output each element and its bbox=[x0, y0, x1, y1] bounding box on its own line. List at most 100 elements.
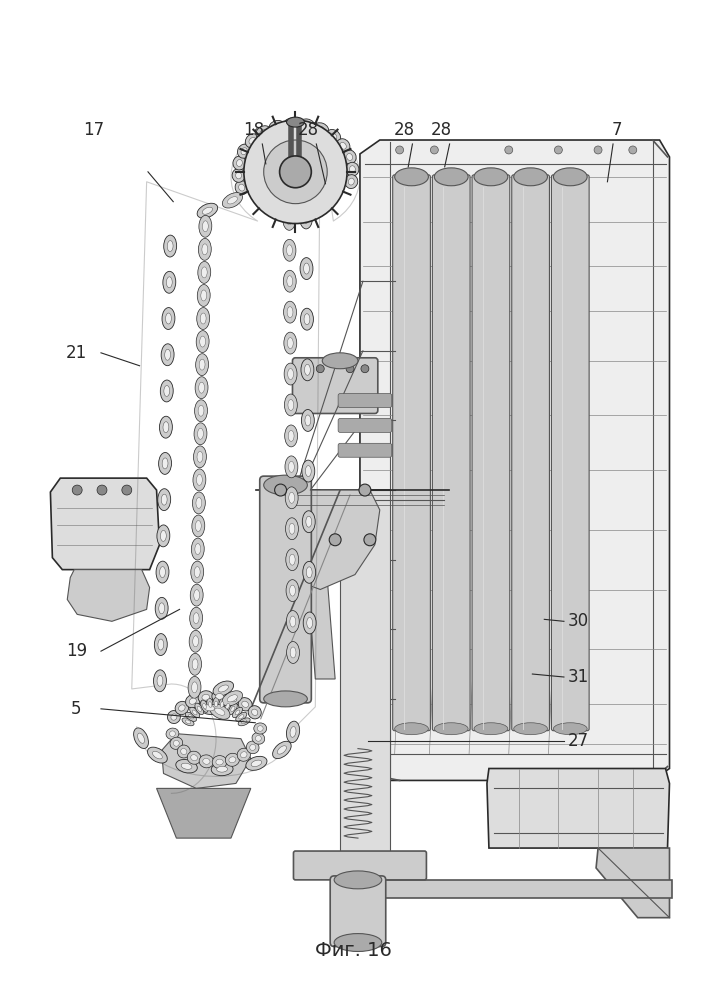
Ellipse shape bbox=[212, 690, 227, 703]
Ellipse shape bbox=[235, 712, 247, 721]
Ellipse shape bbox=[157, 675, 163, 686]
Ellipse shape bbox=[264, 691, 308, 707]
Ellipse shape bbox=[395, 168, 428, 186]
Ellipse shape bbox=[160, 416, 173, 438]
Ellipse shape bbox=[263, 144, 272, 155]
Circle shape bbox=[396, 146, 404, 154]
Ellipse shape bbox=[307, 617, 312, 628]
Ellipse shape bbox=[232, 169, 245, 182]
Circle shape bbox=[97, 485, 107, 495]
Ellipse shape bbox=[252, 179, 264, 187]
Ellipse shape bbox=[249, 170, 262, 176]
Ellipse shape bbox=[168, 711, 180, 724]
Ellipse shape bbox=[250, 159, 263, 167]
Ellipse shape bbox=[332, 161, 337, 165]
Ellipse shape bbox=[288, 135, 296, 148]
Ellipse shape bbox=[316, 144, 320, 149]
Ellipse shape bbox=[288, 461, 294, 472]
Ellipse shape bbox=[242, 701, 249, 707]
Ellipse shape bbox=[163, 422, 169, 433]
Ellipse shape bbox=[319, 156, 337, 174]
Ellipse shape bbox=[264, 475, 308, 495]
Ellipse shape bbox=[227, 695, 238, 702]
Ellipse shape bbox=[288, 338, 293, 349]
Ellipse shape bbox=[197, 428, 204, 439]
Circle shape bbox=[122, 485, 132, 495]
Ellipse shape bbox=[166, 728, 179, 739]
Ellipse shape bbox=[158, 489, 170, 511]
Ellipse shape bbox=[254, 723, 267, 734]
Ellipse shape bbox=[301, 155, 319, 173]
Ellipse shape bbox=[288, 400, 294, 410]
Ellipse shape bbox=[250, 744, 256, 750]
Ellipse shape bbox=[290, 138, 294, 144]
Ellipse shape bbox=[300, 308, 313, 330]
Ellipse shape bbox=[334, 934, 382, 951]
Ellipse shape bbox=[554, 168, 587, 186]
Ellipse shape bbox=[474, 723, 508, 735]
Ellipse shape bbox=[216, 759, 223, 765]
Polygon shape bbox=[156, 788, 251, 838]
Ellipse shape bbox=[226, 753, 240, 766]
Ellipse shape bbox=[276, 141, 281, 147]
Polygon shape bbox=[360, 140, 670, 780]
Circle shape bbox=[329, 534, 341, 546]
Ellipse shape bbox=[273, 741, 291, 759]
Ellipse shape bbox=[323, 160, 332, 169]
Ellipse shape bbox=[191, 755, 197, 761]
Circle shape bbox=[301, 365, 310, 373]
Ellipse shape bbox=[554, 723, 587, 735]
Ellipse shape bbox=[165, 349, 170, 360]
Text: 5: 5 bbox=[71, 700, 82, 718]
Ellipse shape bbox=[328, 159, 340, 167]
Ellipse shape bbox=[246, 741, 259, 754]
Ellipse shape bbox=[333, 172, 339, 175]
Polygon shape bbox=[67, 570, 150, 621]
Ellipse shape bbox=[300, 207, 312, 229]
Ellipse shape bbox=[171, 714, 177, 720]
Ellipse shape bbox=[238, 698, 252, 711]
Ellipse shape bbox=[197, 706, 201, 711]
Circle shape bbox=[346, 365, 354, 373]
Ellipse shape bbox=[168, 241, 173, 252]
Text: 19: 19 bbox=[66, 642, 87, 660]
Ellipse shape bbox=[306, 567, 312, 578]
Ellipse shape bbox=[287, 276, 293, 287]
Ellipse shape bbox=[156, 561, 169, 583]
Ellipse shape bbox=[275, 138, 283, 150]
Ellipse shape bbox=[157, 525, 170, 547]
Ellipse shape bbox=[228, 703, 238, 715]
Ellipse shape bbox=[204, 705, 214, 711]
Ellipse shape bbox=[230, 706, 235, 711]
Circle shape bbox=[361, 365, 369, 373]
Ellipse shape bbox=[301, 359, 314, 381]
FancyBboxPatch shape bbox=[293, 851, 426, 880]
Ellipse shape bbox=[305, 364, 310, 375]
Ellipse shape bbox=[265, 147, 269, 152]
Ellipse shape bbox=[313, 123, 329, 136]
Text: 28: 28 bbox=[298, 121, 318, 139]
Ellipse shape bbox=[164, 235, 177, 257]
Ellipse shape bbox=[288, 492, 295, 503]
Ellipse shape bbox=[286, 580, 299, 602]
Ellipse shape bbox=[285, 425, 298, 447]
Ellipse shape bbox=[301, 410, 315, 431]
Ellipse shape bbox=[188, 715, 194, 719]
Ellipse shape bbox=[269, 140, 277, 152]
Ellipse shape bbox=[253, 177, 259, 180]
Ellipse shape bbox=[182, 718, 194, 726]
Ellipse shape bbox=[303, 122, 311, 128]
Ellipse shape bbox=[256, 126, 271, 139]
Ellipse shape bbox=[194, 400, 207, 422]
Ellipse shape bbox=[249, 165, 262, 171]
Ellipse shape bbox=[216, 766, 228, 772]
Ellipse shape bbox=[286, 518, 298, 540]
Ellipse shape bbox=[304, 314, 310, 325]
Ellipse shape bbox=[160, 530, 166, 541]
Circle shape bbox=[264, 140, 327, 204]
Ellipse shape bbox=[257, 156, 262, 160]
Ellipse shape bbox=[349, 166, 356, 173]
Ellipse shape bbox=[233, 156, 246, 170]
Ellipse shape bbox=[323, 149, 333, 159]
Ellipse shape bbox=[153, 751, 163, 759]
